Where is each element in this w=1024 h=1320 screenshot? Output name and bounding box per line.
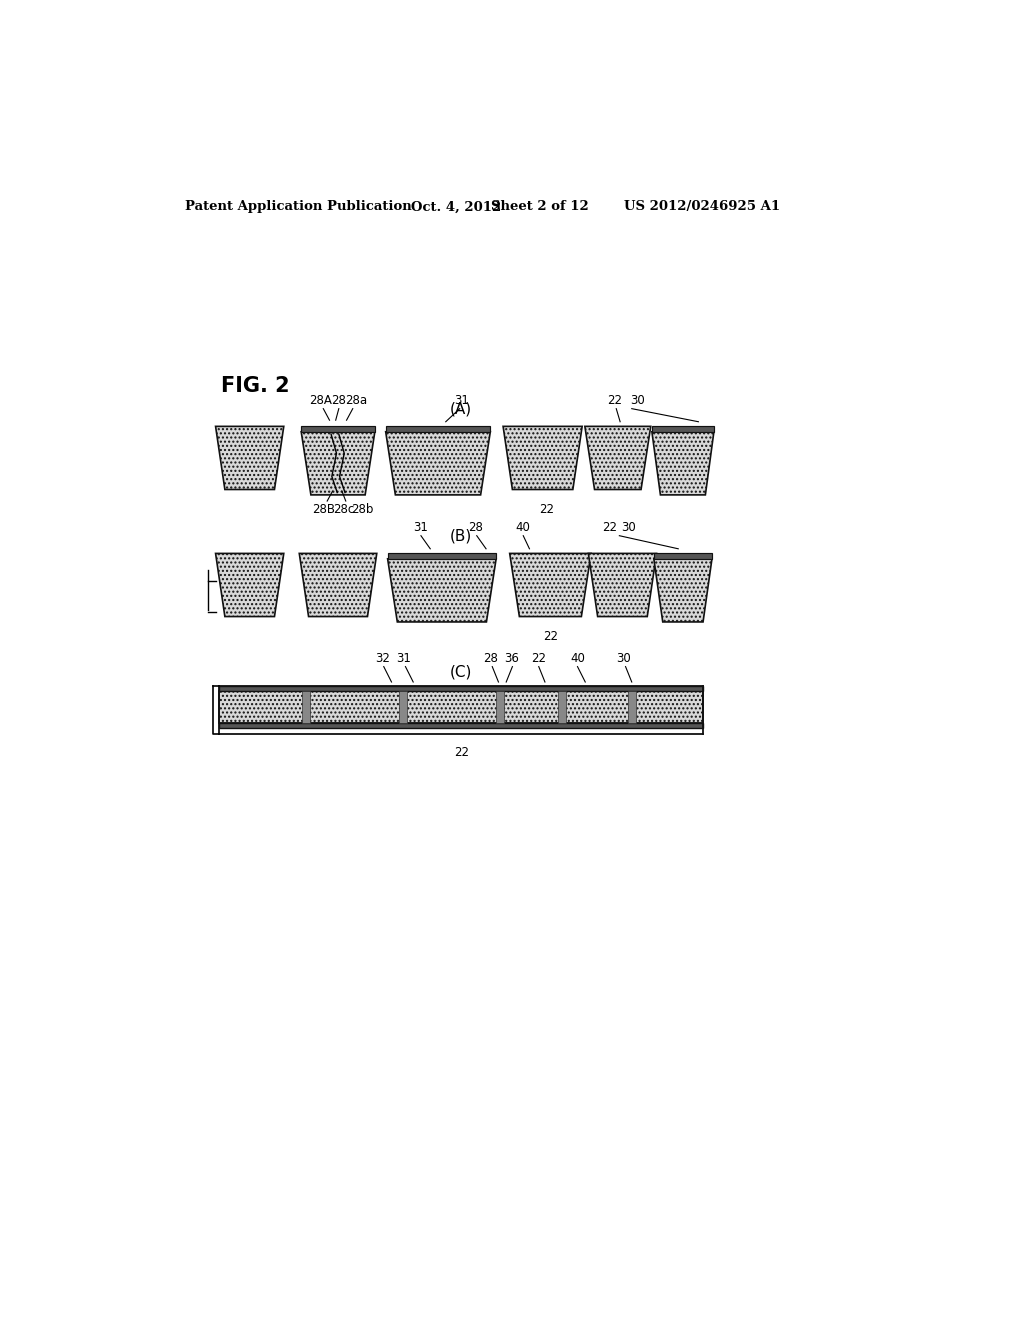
Text: 28A: 28A xyxy=(309,395,333,407)
Text: 28: 28 xyxy=(483,652,498,665)
Text: 36: 36 xyxy=(504,652,519,665)
Text: 31: 31 xyxy=(454,395,469,407)
Text: 30: 30 xyxy=(622,521,636,535)
Bar xyxy=(652,426,714,432)
Text: 22: 22 xyxy=(539,503,554,516)
Bar xyxy=(219,723,703,729)
Bar xyxy=(219,686,703,692)
Text: 31: 31 xyxy=(396,652,412,665)
Bar xyxy=(301,426,375,432)
Text: 28a: 28a xyxy=(345,395,367,407)
Text: 40: 40 xyxy=(570,652,585,665)
Text: 22: 22 xyxy=(543,631,558,643)
Text: 28b: 28b xyxy=(351,503,373,516)
Polygon shape xyxy=(299,553,377,616)
Text: 28: 28 xyxy=(468,521,482,535)
Polygon shape xyxy=(510,553,591,616)
Text: 32: 32 xyxy=(375,652,390,665)
Text: 28c: 28c xyxy=(333,503,354,516)
Polygon shape xyxy=(386,432,490,495)
Text: 22: 22 xyxy=(454,746,469,759)
Text: (C): (C) xyxy=(451,664,472,680)
Text: 30: 30 xyxy=(616,652,632,665)
Text: Patent Application Publication: Patent Application Publication xyxy=(184,201,412,214)
Text: (B): (B) xyxy=(451,528,472,544)
Bar xyxy=(628,692,636,723)
Bar xyxy=(654,553,712,558)
Text: 31: 31 xyxy=(414,521,428,535)
Text: 28: 28 xyxy=(332,395,346,407)
Text: 30: 30 xyxy=(631,395,645,407)
Polygon shape xyxy=(216,426,284,490)
Bar xyxy=(388,553,496,558)
Text: Sheet 2 of 12: Sheet 2 of 12 xyxy=(490,201,589,214)
Text: Oct. 4, 2012: Oct. 4, 2012 xyxy=(411,201,501,214)
Polygon shape xyxy=(216,553,284,616)
Polygon shape xyxy=(503,426,583,490)
Bar xyxy=(219,692,703,723)
Text: 40: 40 xyxy=(516,521,530,535)
Bar xyxy=(302,692,310,723)
Text: (A): (A) xyxy=(451,401,472,416)
Polygon shape xyxy=(388,558,496,622)
Text: 22: 22 xyxy=(602,521,617,535)
Text: 28B: 28B xyxy=(311,503,335,516)
Polygon shape xyxy=(589,553,656,616)
Bar xyxy=(496,692,504,723)
Polygon shape xyxy=(652,432,714,495)
Polygon shape xyxy=(301,432,375,495)
Bar xyxy=(386,426,490,432)
Bar xyxy=(558,692,566,723)
Text: US 2012/0246925 A1: US 2012/0246925 A1 xyxy=(624,201,780,214)
Polygon shape xyxy=(654,558,712,622)
Text: 22: 22 xyxy=(607,395,623,407)
Text: FIG. 2: FIG. 2 xyxy=(221,376,290,396)
Bar xyxy=(399,692,407,723)
Text: 22: 22 xyxy=(531,652,546,665)
Polygon shape xyxy=(585,426,650,490)
